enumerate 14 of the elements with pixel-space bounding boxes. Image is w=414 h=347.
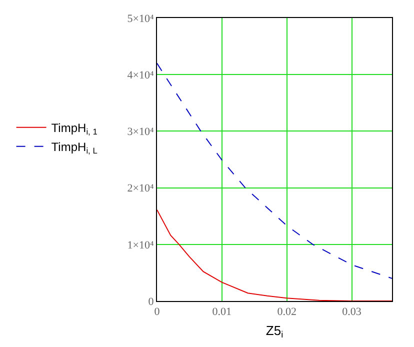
y-tick-label: 1×10⁴: [127, 239, 154, 252]
x-axis-title: Z5$_{i}$: [266, 322, 284, 340]
line-series: [157, 209, 392, 301]
x-tick-label: 0.01: [212, 306, 232, 318]
line-series: [157, 62, 392, 279]
y-tick-label: 3×10⁴: [127, 126, 154, 138]
y-tick-label: 2×10⁴: [127, 182, 154, 195]
x-tick-label: 0.02: [277, 306, 296, 318]
legend-label: TimpH$_{i, 1}$: [51, 121, 98, 137]
y-tick-label: 0: [148, 296, 154, 308]
y-tick-label: 4×10⁴: [127, 69, 154, 82]
legend-label: TimpH$_{i, L}$: [51, 140, 98, 156]
y-tick-label: 5×10⁴: [127, 12, 154, 25]
x-tick-label: 0.03: [342, 306, 362, 318]
